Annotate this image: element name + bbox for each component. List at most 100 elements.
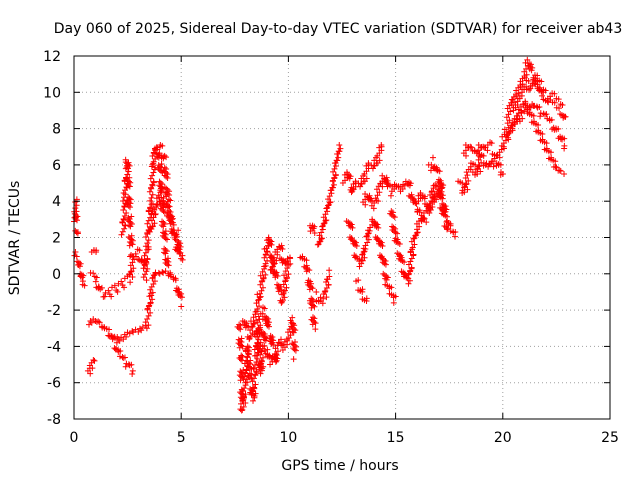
data-point xyxy=(150,169,157,176)
y-tick-label: 8 xyxy=(52,122,61,138)
data-point xyxy=(306,286,313,293)
data-point xyxy=(459,180,466,187)
data-point xyxy=(465,177,472,184)
data-point xyxy=(275,288,282,295)
data-point xyxy=(127,253,134,260)
data-point xyxy=(272,358,279,365)
data-point xyxy=(239,388,246,395)
data-point xyxy=(442,208,449,215)
data-point xyxy=(375,224,382,231)
data-point xyxy=(259,284,266,291)
data-point xyxy=(241,394,248,401)
data-point xyxy=(437,193,444,200)
data-point xyxy=(148,194,155,201)
data-point xyxy=(242,400,249,407)
data-point xyxy=(553,126,560,133)
data-point xyxy=(273,257,280,264)
data-point xyxy=(73,202,80,209)
data-point xyxy=(262,260,269,267)
data-point xyxy=(159,268,166,275)
data-point xyxy=(157,185,164,192)
data-point xyxy=(265,323,272,330)
data-point xyxy=(178,255,185,262)
data-points xyxy=(71,56,569,414)
data-point xyxy=(410,251,417,258)
data-point xyxy=(90,357,97,364)
data-point xyxy=(396,240,403,247)
data-point xyxy=(260,363,267,370)
data-point xyxy=(124,171,131,178)
y-tick-label: -6 xyxy=(47,376,61,392)
data-track xyxy=(71,196,81,237)
data-point xyxy=(547,149,554,156)
data-track xyxy=(251,304,281,365)
data-point xyxy=(127,223,134,230)
data-point xyxy=(289,314,296,321)
data-point xyxy=(161,152,168,159)
y-tick-label: -2 xyxy=(47,303,61,319)
data-point xyxy=(237,356,244,363)
data-point xyxy=(256,364,263,371)
data-point xyxy=(331,174,338,181)
data-point xyxy=(450,229,457,236)
data-point xyxy=(239,397,246,404)
data-point xyxy=(262,337,269,344)
data-track xyxy=(118,156,136,260)
data-point xyxy=(147,286,154,293)
data-point xyxy=(163,173,170,180)
data-point xyxy=(141,261,148,268)
data-point xyxy=(142,319,149,326)
data-point xyxy=(262,251,269,258)
y-tick-label: 6 xyxy=(52,158,61,174)
data-point xyxy=(76,263,83,270)
data-point xyxy=(72,249,79,256)
data-point xyxy=(126,242,133,249)
data-point xyxy=(146,188,153,195)
data-point xyxy=(256,290,263,297)
data-point xyxy=(162,235,169,242)
data-point xyxy=(93,274,100,281)
data-point xyxy=(439,184,446,191)
data-point xyxy=(311,303,318,310)
data-point xyxy=(330,168,337,175)
data-point xyxy=(92,278,99,285)
x-tick-label: 20 xyxy=(494,430,512,446)
data-point xyxy=(534,81,541,88)
data-point xyxy=(313,288,320,295)
data-point xyxy=(538,92,545,99)
data-point xyxy=(149,172,156,179)
x-tick-label: 0 xyxy=(70,430,79,446)
data-point xyxy=(126,222,133,229)
data-point xyxy=(429,203,436,210)
data-point xyxy=(127,279,134,286)
data-point xyxy=(249,378,256,385)
data-point xyxy=(464,172,471,179)
data-point xyxy=(242,379,249,386)
data-point xyxy=(164,236,171,243)
data-point xyxy=(120,355,127,362)
data-point xyxy=(284,264,291,271)
data-point xyxy=(253,328,260,335)
data-point xyxy=(506,129,513,136)
data-point xyxy=(147,309,154,316)
data-point xyxy=(123,164,130,171)
data-point xyxy=(167,197,174,204)
y-tick-label: 4 xyxy=(52,194,61,210)
x-axis-label: GPS time / hours xyxy=(281,458,398,474)
data-point xyxy=(145,312,152,319)
data-track xyxy=(156,141,184,257)
data-point xyxy=(174,233,181,240)
data-point xyxy=(290,356,297,363)
data-track xyxy=(108,333,136,377)
data-point xyxy=(93,249,100,256)
data-point xyxy=(161,249,168,256)
data-point xyxy=(121,225,128,232)
data-point xyxy=(283,274,290,281)
data-point xyxy=(287,332,294,339)
data-point xyxy=(280,290,287,297)
data-point xyxy=(149,153,156,160)
data-point xyxy=(528,67,535,74)
data-point xyxy=(261,254,268,261)
data-point xyxy=(386,285,393,292)
data-point xyxy=(261,347,268,354)
